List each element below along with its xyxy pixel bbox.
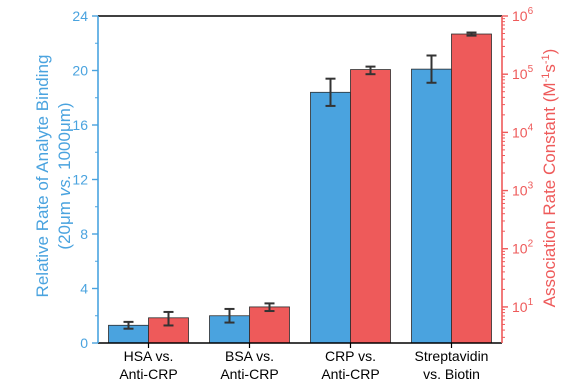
- y-tick-label-left: 16: [72, 117, 88, 133]
- tick-base: 10: [512, 299, 528, 315]
- bar-right-series: [350, 69, 391, 344]
- y-axis-left-label-line2: (20μm vs. 1000μm): [55, 102, 74, 249]
- y-tick-label-left: 4: [80, 281, 88, 297]
- y-tick-label-right: 106: [512, 6, 534, 24]
- y-axis-right-label-part: Association Rate Constant (M: [540, 82, 559, 307]
- y-tick-label-left: 12: [72, 172, 88, 188]
- y-tick-label-right: 104: [512, 122, 534, 140]
- y-tick-label-right: 102: [512, 239, 534, 257]
- y-tick-label-left: 20: [72, 63, 88, 79]
- y-tick-label-left: 0: [80, 335, 88, 351]
- y-axis-left-label-part: (20: [55, 225, 74, 250]
- tick-exponent: 4: [528, 122, 534, 133]
- y-axis-right-label: Association Rate Constant (M-1s-1): [540, 49, 559, 308]
- y-axis-left-label-part: 1000: [55, 132, 74, 175]
- tick-exponent: 3: [528, 181, 534, 192]
- y-axis-left-label-part: m: [55, 196, 74, 215]
- y-axis-right-label-sup: -1: [540, 73, 552, 83]
- category-label: vs. Biotin: [423, 366, 480, 382]
- tick-exponent: 1: [528, 297, 534, 308]
- y-axis-left-label-vs: vs.: [55, 175, 74, 197]
- category-label: Streptavidin: [415, 348, 489, 364]
- category-labels-group: HSA vs. Anti-CRP BSA vs. Anti-CRP CRP vs. Ant…: [119, 348, 488, 382]
- category-label: BSA vs.: [225, 348, 274, 364]
- category-label: Anti-CRP: [321, 366, 379, 382]
- error-bars-group: [123, 31, 477, 330]
- y-tick-label-right: 101: [512, 297, 534, 315]
- bar-left-series: [310, 91, 351, 344]
- bars-group: [108, 33, 492, 344]
- bar-right-series: [249, 306, 290, 344]
- tick-base: 10: [512, 8, 528, 24]
- category-label: Anti-CRP: [119, 366, 177, 382]
- category-label: Anti-CRP: [220, 366, 278, 382]
- tick-exponent: 2: [528, 239, 534, 250]
- y-tick-label-left: 8: [80, 226, 88, 242]
- y-axis-right-label-part: ): [540, 49, 559, 55]
- y-tick-label-right: 103: [512, 181, 534, 199]
- y-axis-right-label-part: s: [540, 64, 559, 73]
- tick-exponent: 5: [528, 64, 534, 75]
- y-tick-label-left: 24: [72, 8, 88, 24]
- y-axis-left-label-mu: μ: [55, 122, 74, 132]
- bar-left-series: [411, 68, 452, 344]
- tick-base: 10: [512, 66, 528, 82]
- category-label: HSA vs.: [124, 348, 174, 364]
- y-axis-left-label-mu: μ: [55, 215, 74, 225]
- tick-base: 10: [512, 183, 528, 199]
- y-tick-label-right: 105: [512, 64, 534, 82]
- y-axis-left-label-line1: Relative Rate of Analyte Binding: [33, 55, 52, 298]
- y-axis-left-label-part: m): [55, 102, 74, 122]
- tick-exponent: 6: [528, 6, 534, 17]
- tick-base: 10: [512, 124, 528, 140]
- y-axis-right-label-sup: -1: [540, 54, 552, 64]
- category-label: CRP vs.: [325, 348, 376, 364]
- bar-right-series: [451, 33, 492, 344]
- tick-base: 10: [512, 241, 528, 257]
